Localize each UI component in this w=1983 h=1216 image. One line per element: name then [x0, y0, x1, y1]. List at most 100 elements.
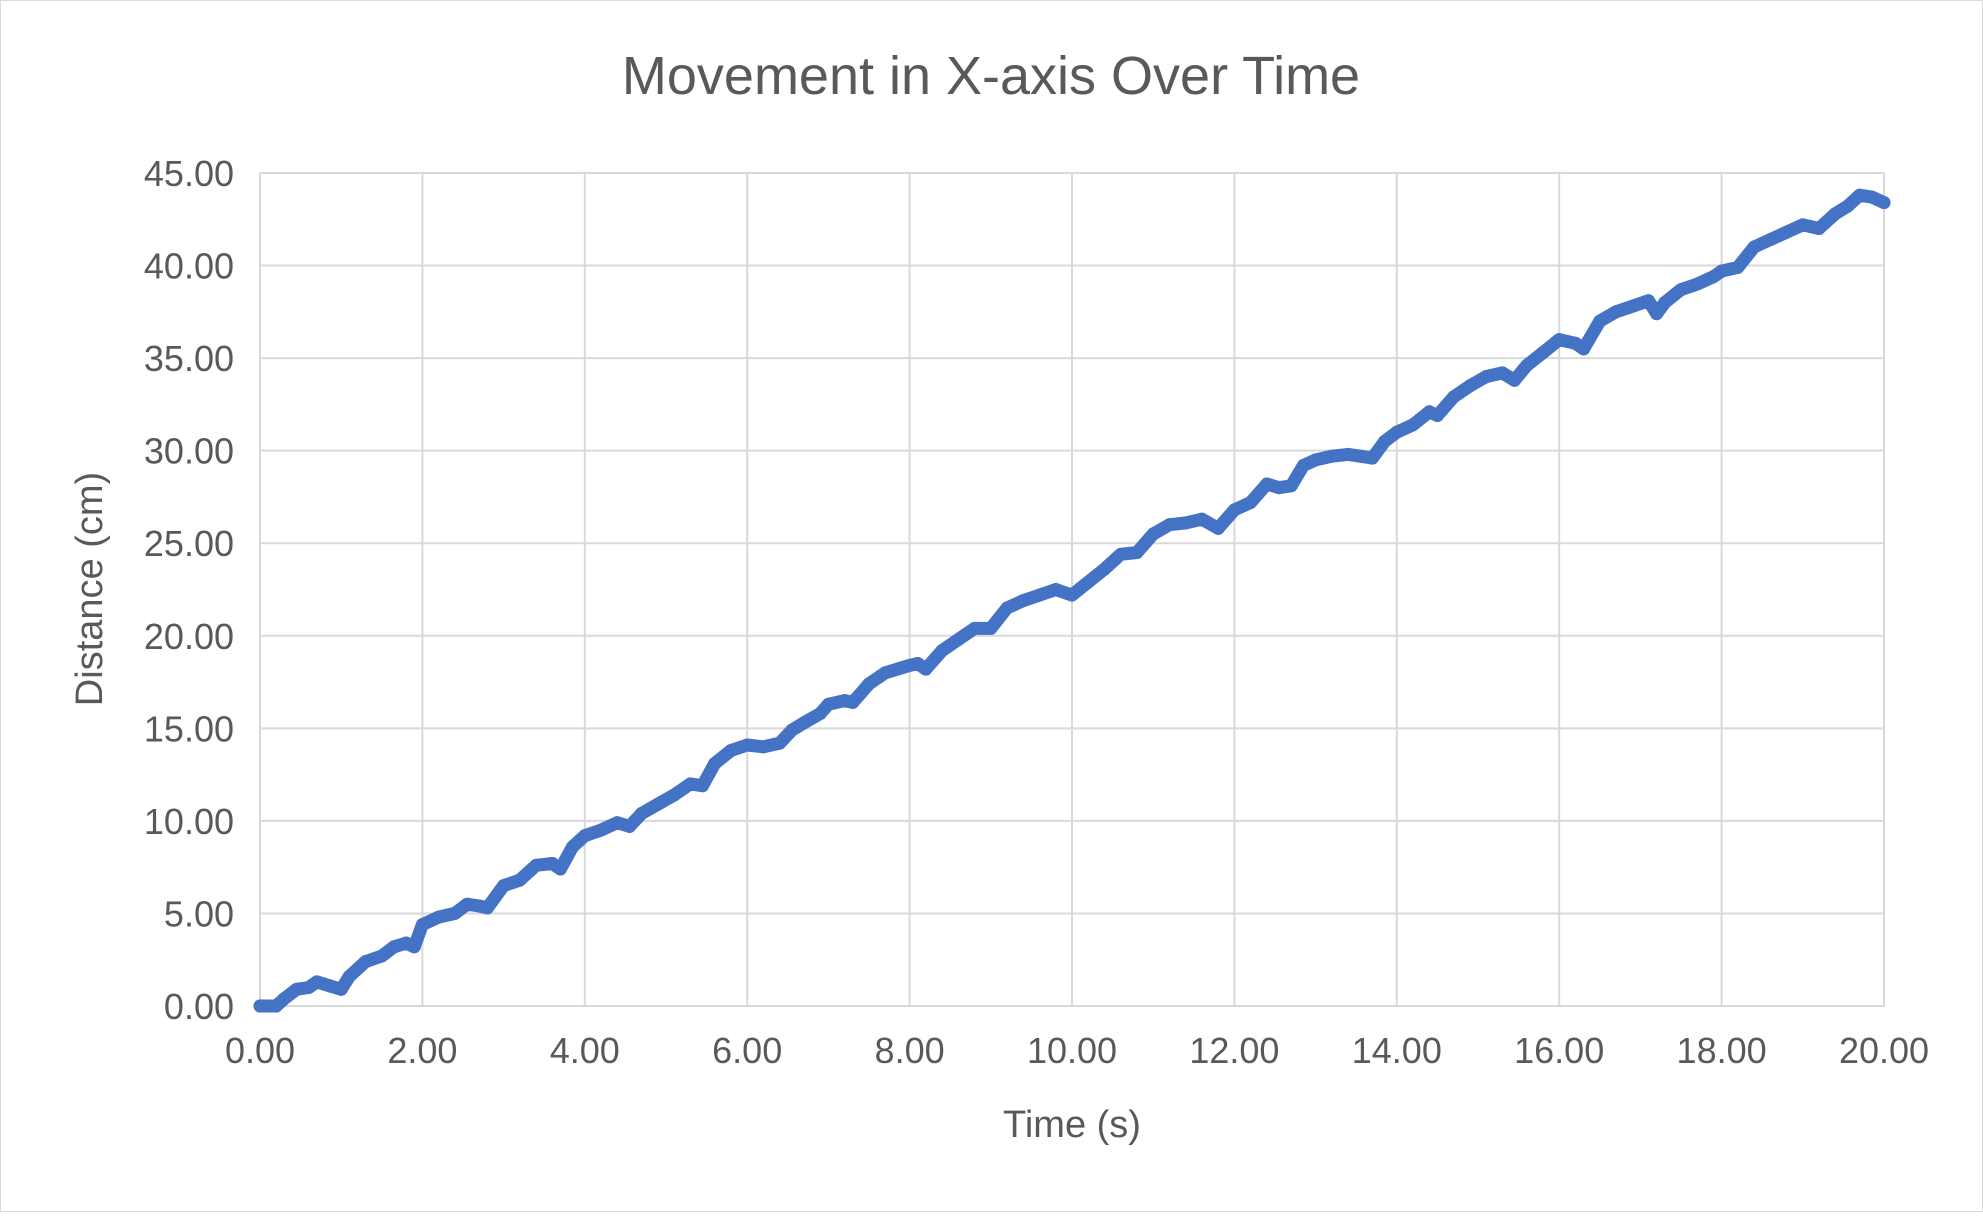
data-point [342, 969, 356, 983]
data-point [935, 644, 949, 658]
data-point [310, 975, 324, 989]
data-point [1353, 449, 1367, 463]
data-point [667, 788, 681, 802]
y-tick-labels: 0.00 5.00 10.00 15.00 20.00 25.00 30.00 35.00 40… [144, 153, 234, 1027]
data-point [1365, 451, 1379, 465]
data-point [1447, 390, 1461, 404]
x-tick-labels: 0.00 2.00 4.00 6.00 8.00 10.00 12.00 14.00 16.00… [225, 1030, 1929, 1071]
data-point [1731, 260, 1745, 274]
data-point [773, 736, 787, 750]
data-point [1495, 366, 1509, 380]
data-point [375, 949, 389, 963]
y-tick-label: 0.00 [164, 986, 234, 1027]
y-tick-label: 15.00 [144, 708, 234, 749]
data-point [1796, 218, 1810, 232]
data-point [635, 806, 649, 820]
y-tick-label: 10.00 [144, 801, 234, 842]
data-point [1650, 307, 1664, 321]
data-point [1390, 425, 1404, 439]
data-point [497, 879, 511, 893]
x-tick-label: 18.00 [1677, 1030, 1767, 1071]
data-point [724, 744, 738, 758]
data-point [1049, 583, 1063, 596]
data-point [610, 816, 624, 830]
y-tick-label: 20.00 [144, 616, 234, 657]
data-point [1715, 264, 1729, 278]
data-point [1747, 240, 1761, 254]
data-point [1130, 545, 1144, 559]
data-point [651, 797, 665, 811]
y-tick-label: 40.00 [144, 246, 234, 287]
x-tick-label: 0.00 [225, 1030, 295, 1071]
data-point [415, 918, 429, 932]
data-point [968, 621, 982, 635]
x-tick-label: 6.00 [712, 1030, 782, 1071]
data-point [1065, 588, 1079, 602]
data-point [1406, 418, 1420, 432]
data-point [1000, 601, 1014, 615]
data-point [1309, 453, 1323, 467]
data-point [951, 632, 965, 646]
data-point [566, 840, 580, 854]
data-point [480, 901, 494, 915]
data-point [1877, 196, 1891, 210]
data-point [1853, 188, 1867, 202]
x-tick-label: 4.00 [550, 1030, 620, 1071]
data-point [756, 740, 770, 754]
data-point [1520, 359, 1534, 373]
data-point [1593, 314, 1607, 328]
data-point [407, 940, 421, 954]
data-point [1812, 222, 1826, 236]
x-tick-label: 2.00 [387, 1030, 457, 1071]
y-tick-label: 25.00 [144, 523, 234, 564]
data-point [448, 906, 462, 920]
data-point [878, 666, 892, 680]
y-tick-label: 5.00 [164, 893, 234, 934]
data-point [1114, 547, 1128, 561]
data-point [919, 662, 933, 676]
data-point [432, 910, 446, 924]
data-point [1430, 408, 1444, 422]
data-point [277, 992, 291, 1006]
y-tick-label: 35.00 [144, 338, 234, 379]
data-point [1244, 495, 1258, 509]
data-point [1211, 521, 1225, 535]
y-tick-label: 45.00 [144, 153, 234, 194]
data-point [1479, 370, 1493, 384]
x-tick-label: 14.00 [1352, 1030, 1442, 1071]
data-point [984, 621, 998, 635]
data-point [1840, 199, 1854, 213]
data-point [1179, 516, 1193, 530]
data-point [1763, 233, 1777, 247]
data-point [1097, 562, 1111, 576]
data-point [1690, 277, 1704, 291]
data-point [1195, 512, 1209, 526]
data-point [253, 999, 267, 1013]
y-axis-label: Distance (cm) [69, 472, 111, 706]
data-point [1378, 434, 1392, 448]
data-point [1577, 342, 1591, 356]
data-point [740, 738, 754, 752]
data-point [594, 823, 608, 837]
data-point [334, 982, 348, 996]
data-point [1865, 190, 1879, 204]
grid-lines [259, 172, 1885, 1007]
data-point [846, 695, 860, 709]
data-point [1658, 296, 1672, 310]
y-tick-label: 30.00 [144, 431, 234, 472]
data-point [1284, 479, 1298, 493]
data-point [1642, 294, 1656, 308]
data-point [1341, 447, 1355, 461]
x-tick-label: 16.00 [1514, 1030, 1604, 1071]
data-point [1463, 379, 1477, 393]
data-point [708, 757, 722, 771]
data-point [1081, 575, 1095, 589]
data-point [553, 862, 567, 876]
data-point [622, 819, 636, 833]
x-tick-label: 8.00 [875, 1030, 945, 1071]
chart-title: Movement in X-axis Over Time [622, 46, 1360, 106]
data-point [460, 897, 474, 911]
data-point [1325, 449, 1339, 463]
